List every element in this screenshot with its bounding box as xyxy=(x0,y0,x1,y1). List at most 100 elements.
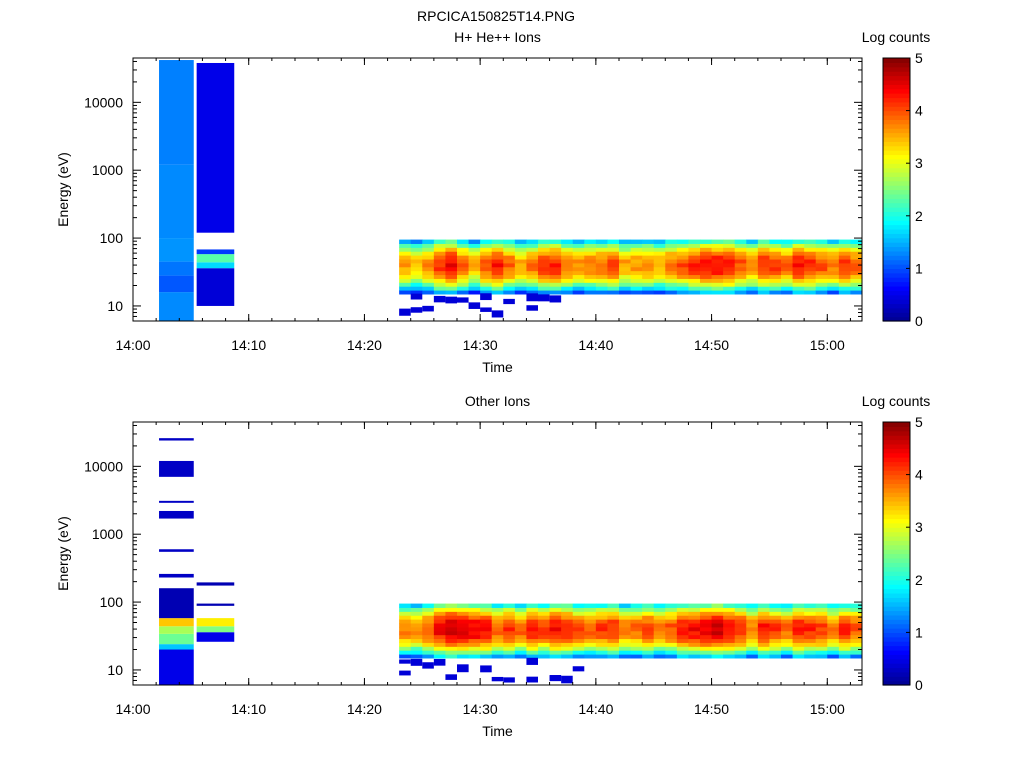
spectrogram-cell xyxy=(422,262,435,268)
spectrogram-cell xyxy=(746,243,759,248)
spectrogram-cell xyxy=(410,634,423,640)
spectrogram-cell xyxy=(572,619,585,624)
spectrogram-cell xyxy=(746,274,759,279)
colorbar-segment xyxy=(883,540,910,546)
spectrogram-cell xyxy=(619,247,632,252)
colorbar-tick-label: 4 xyxy=(915,467,923,483)
spectrogram-cell xyxy=(399,274,412,279)
spectrogram-cell xyxy=(619,259,632,264)
spectrogram-cell xyxy=(399,255,412,260)
spectrogram-cell xyxy=(445,650,458,655)
spectrogram-cell xyxy=(642,262,655,268)
spectrogram-cell xyxy=(711,630,724,636)
spectrogram-cell xyxy=(653,239,666,244)
spectrogram-cell xyxy=(757,243,770,248)
spectrogram-cell xyxy=(850,650,862,655)
spectrogram-cell xyxy=(491,266,504,272)
spectrogram-cell xyxy=(514,262,527,268)
spectrogram-cell xyxy=(422,282,435,287)
spectrogram-cell xyxy=(457,650,470,655)
spectrogram-cell xyxy=(480,654,493,659)
spectrogram-cell xyxy=(746,286,759,291)
spectrogram-cell xyxy=(422,630,435,636)
spectrogram-cell xyxy=(514,247,527,252)
colorbar-segment xyxy=(883,470,910,476)
spectrogram-cell xyxy=(804,623,817,628)
spectrogram-cell xyxy=(653,615,666,620)
spectrogram-cell xyxy=(159,275,194,293)
spectrogram-cell xyxy=(584,630,597,636)
spectrogram-cell xyxy=(769,650,782,655)
spectrogram-cell xyxy=(491,630,504,636)
spectrogram-cell xyxy=(196,632,235,642)
spectrogram-cell xyxy=(642,286,655,291)
spectrogram-cell xyxy=(815,634,828,640)
colorbar-segment xyxy=(883,443,910,449)
x-tick-label: 14:40 xyxy=(578,337,613,353)
spectrogram-cell xyxy=(480,262,493,268)
spectrogram-cell xyxy=(665,642,678,647)
spectrogram-cell xyxy=(561,243,574,248)
spectrogram-cell xyxy=(503,247,516,252)
spectrogram-cell xyxy=(630,630,643,636)
spectrogram-cell xyxy=(584,278,597,283)
spectrogram-cell xyxy=(433,251,446,256)
spectrogram-cell xyxy=(595,266,608,272)
spectrogram-cell xyxy=(642,619,655,624)
spectrogram-cell xyxy=(838,251,851,256)
spectrogram-cell xyxy=(688,247,701,252)
spectrogram-cell xyxy=(159,510,194,519)
spectrogram-cell xyxy=(410,278,423,283)
spectrogram-cell xyxy=(642,282,655,287)
spectrogram-cell xyxy=(457,630,470,636)
spectrogram-cell xyxy=(584,262,597,268)
spectrogram-cell xyxy=(422,634,435,640)
spectrogram-cell xyxy=(584,290,597,295)
spectrogram-cell xyxy=(792,626,805,632)
spectrogram-cell xyxy=(584,247,597,252)
spectrogram-cell xyxy=(630,623,643,628)
colorbar-segment xyxy=(883,553,910,559)
spectrogram-cell xyxy=(804,650,817,655)
spectrogram-cell xyxy=(653,247,666,252)
spectrogram-cell xyxy=(746,247,759,252)
spectrogram-cell xyxy=(457,654,470,659)
spectrogram-cell xyxy=(399,603,412,608)
spectrogram-cell xyxy=(503,638,516,643)
spectrogram-cell xyxy=(468,302,481,309)
spectrogram-cell xyxy=(642,626,655,632)
spectrogram-cell xyxy=(410,307,423,313)
spectrogram-cell xyxy=(422,270,435,276)
spectrogram-cell xyxy=(399,243,412,248)
spectrogram-cell xyxy=(769,638,782,643)
spectrogram-cell xyxy=(769,630,782,636)
spectrogram-cell xyxy=(549,251,562,256)
y-axis-label: Energy (eV) xyxy=(55,152,71,227)
spectrogram-cell xyxy=(734,650,747,655)
colorbar-segment xyxy=(883,264,910,269)
spectrogram-cell xyxy=(538,282,551,287)
colorbar-segment xyxy=(883,158,910,164)
spectrogram-cell xyxy=(526,646,539,651)
spectrogram-cell xyxy=(595,290,608,295)
spectrogram-cell xyxy=(723,623,736,628)
spectrogram-cell xyxy=(433,255,446,260)
colorbar-segment xyxy=(883,584,910,590)
colorbar-segment xyxy=(883,79,910,85)
spectrogram-cell xyxy=(792,239,805,244)
spectrogram-cell xyxy=(676,255,689,260)
spectrogram-cell xyxy=(711,278,724,283)
spectrogram-cell xyxy=(700,626,713,632)
colorbar-segment xyxy=(883,518,910,524)
spectrogram-cell xyxy=(804,266,817,272)
spectrogram-cell xyxy=(792,243,805,248)
spectrogram-cell xyxy=(850,607,862,612)
spectrogram-cell xyxy=(433,630,446,636)
spectrogram-cell xyxy=(619,251,632,256)
x-tick-label: 14:20 xyxy=(347,337,382,353)
colorbar-segment xyxy=(883,465,910,471)
spectrogram-cell xyxy=(711,259,724,264)
spectrogram-cell xyxy=(711,239,724,244)
spectrogram-cell xyxy=(433,634,446,640)
